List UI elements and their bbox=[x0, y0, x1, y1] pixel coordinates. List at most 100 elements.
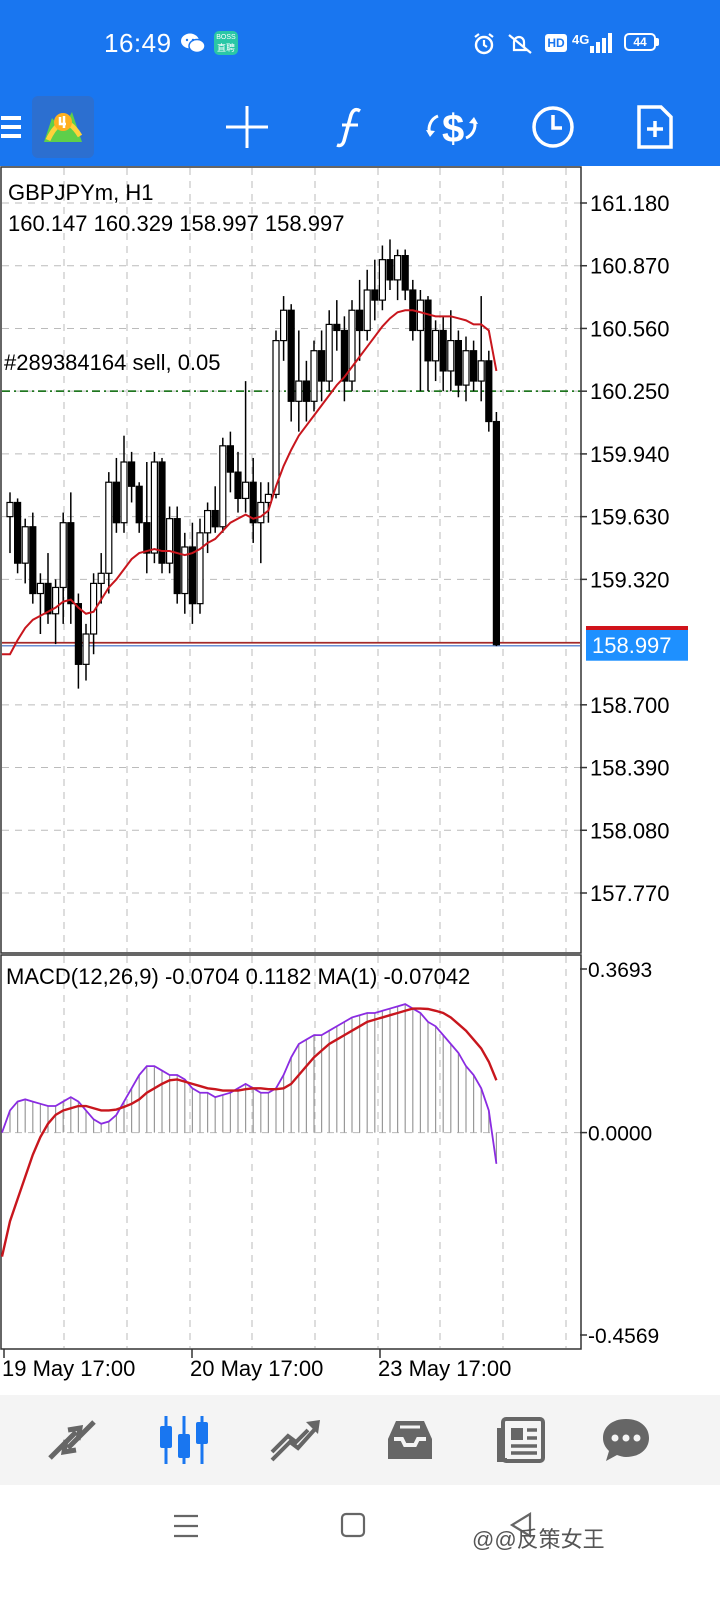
candle bbox=[234, 451, 242, 513]
macd-tick-label: 0.0000 bbox=[588, 1123, 652, 1146]
price-tick-label: 160.870 bbox=[590, 254, 670, 279]
indicators-button[interactable] bbox=[326, 88, 372, 166]
candle bbox=[97, 553, 105, 604]
mute-icon bbox=[508, 34, 532, 54]
clock-icon bbox=[532, 106, 574, 148]
nav-chat[interactable] bbox=[576, 1395, 676, 1485]
news-icon bbox=[497, 1417, 545, 1463]
candle bbox=[67, 492, 75, 624]
recent-apps-icon[interactable] bbox=[172, 1513, 200, 1539]
macd-label: MACD(12,26,9) -0.0704 0.1182 MA(1) -0.07… bbox=[6, 964, 470, 989]
candle bbox=[6, 492, 14, 554]
crosshair-button[interactable] bbox=[222, 88, 272, 166]
nav-trade[interactable] bbox=[246, 1395, 346, 1485]
candle bbox=[386, 239, 394, 291]
timeframe-button[interactable] bbox=[528, 88, 578, 166]
nav-quotes[interactable] bbox=[22, 1395, 122, 1485]
menu-button[interactable] bbox=[0, 88, 24, 166]
candle bbox=[462, 336, 470, 402]
price-tick-label: 159.320 bbox=[590, 567, 670, 592]
candle bbox=[424, 296, 432, 392]
mt4-logo-icon bbox=[32, 96, 94, 158]
nav-chart[interactable] bbox=[134, 1395, 234, 1485]
price-tick-label: 160.560 bbox=[590, 316, 670, 341]
candle bbox=[29, 512, 37, 604]
bottom-navigation bbox=[0, 1395, 720, 1485]
app-toolbar: $ bbox=[0, 88, 720, 166]
candles-icon bbox=[160, 1416, 208, 1464]
candle bbox=[59, 512, 67, 624]
current-price-tag bbox=[586, 628, 688, 661]
back-icon[interactable] bbox=[508, 1511, 534, 1539]
status-bar: 16:49 BOSS 直聘 HD 4G 44 bbox=[0, 0, 720, 88]
macd-tick-label: 0.3693 bbox=[588, 959, 652, 982]
candle bbox=[242, 381, 250, 513]
candle bbox=[173, 506, 181, 604]
watermark-logo-icon: @@反策女王 bbox=[472, 1527, 605, 1552]
price-tick-label: 161.180 bbox=[590, 191, 670, 216]
crosshair-icon bbox=[226, 106, 268, 148]
price-tick-label: 157.770 bbox=[590, 881, 670, 906]
current-price-tag-accent bbox=[586, 626, 688, 630]
candle bbox=[188, 522, 196, 624]
candle bbox=[477, 296, 485, 402]
candle bbox=[166, 506, 174, 574]
system-navigation-bar bbox=[0, 1485, 720, 1600]
trade-button[interactable]: $ bbox=[424, 88, 480, 166]
inbox-icon bbox=[388, 1421, 432, 1459]
mt4-logo-button[interactable] bbox=[32, 88, 94, 166]
candle bbox=[226, 431, 234, 493]
price-pane-border bbox=[0, 166, 582, 954]
candle bbox=[325, 310, 333, 392]
home-icon[interactable] bbox=[340, 1512, 366, 1538]
candle bbox=[74, 593, 83, 689]
candle bbox=[211, 486, 219, 533]
candle bbox=[128, 451, 136, 503]
candle bbox=[196, 518, 204, 614]
candle bbox=[295, 330, 303, 432]
macd-signal-line bbox=[0, 1007, 498, 1257]
alarm-icon bbox=[474, 33, 494, 55]
candle bbox=[51, 579, 60, 645]
nav-news[interactable] bbox=[472, 1395, 572, 1485]
candle bbox=[21, 518, 29, 584]
chart-canvas[interactable]: 161.180 160.870 160.560 160.250 159.940 159.6… bbox=[0, 166, 720, 1390]
chart-area[interactable]: 161.180 160.870 160.560 160.250 159.940 159.6… bbox=[0, 166, 720, 1390]
chat-icon bbox=[603, 1419, 649, 1461]
candle bbox=[302, 360, 310, 422]
svg-text:$: $ bbox=[442, 107, 464, 150]
time-tick-label: 19 May 17:00 bbox=[2, 1356, 135, 1381]
battery-icon: 44 bbox=[624, 33, 656, 51]
candle bbox=[204, 502, 212, 554]
price-tick-label: 158.390 bbox=[590, 756, 670, 781]
candle bbox=[143, 462, 151, 574]
battery-tip bbox=[656, 38, 659, 46]
wechat-icon bbox=[181, 33, 206, 54]
candle bbox=[432, 320, 440, 382]
trade-trend-icon bbox=[270, 1420, 320, 1462]
candle bbox=[439, 316, 447, 392]
candle bbox=[401, 249, 409, 301]
candle bbox=[318, 330, 326, 402]
price-tick-label: 160.250 bbox=[590, 379, 670, 404]
candle bbox=[219, 437, 227, 533]
candle bbox=[257, 482, 265, 564]
candle bbox=[280, 296, 288, 361]
candle bbox=[348, 300, 356, 392]
new-order-button[interactable] bbox=[632, 88, 678, 166]
nav-history[interactable] bbox=[360, 1395, 460, 1485]
macd-pane-border bbox=[0, 954, 582, 1350]
candle bbox=[82, 623, 90, 681]
candle bbox=[378, 245, 386, 311]
boss-app-icon: BOSS 直聘 bbox=[214, 31, 238, 55]
candle bbox=[272, 330, 280, 499]
price-tick-label: 158.080 bbox=[590, 818, 670, 843]
candle bbox=[112, 457, 121, 533]
price-tick-label: 159.940 bbox=[590, 442, 670, 467]
watermark: @@反策女王 bbox=[402, 1523, 702, 1559]
chart-ohlc-label: 160.147 160.329 158.997 158.997 bbox=[8, 211, 344, 236]
candle bbox=[371, 259, 379, 321]
candle bbox=[394, 249, 402, 301]
candle bbox=[249, 457, 257, 543]
status-time: 16:49 bbox=[104, 28, 172, 58]
